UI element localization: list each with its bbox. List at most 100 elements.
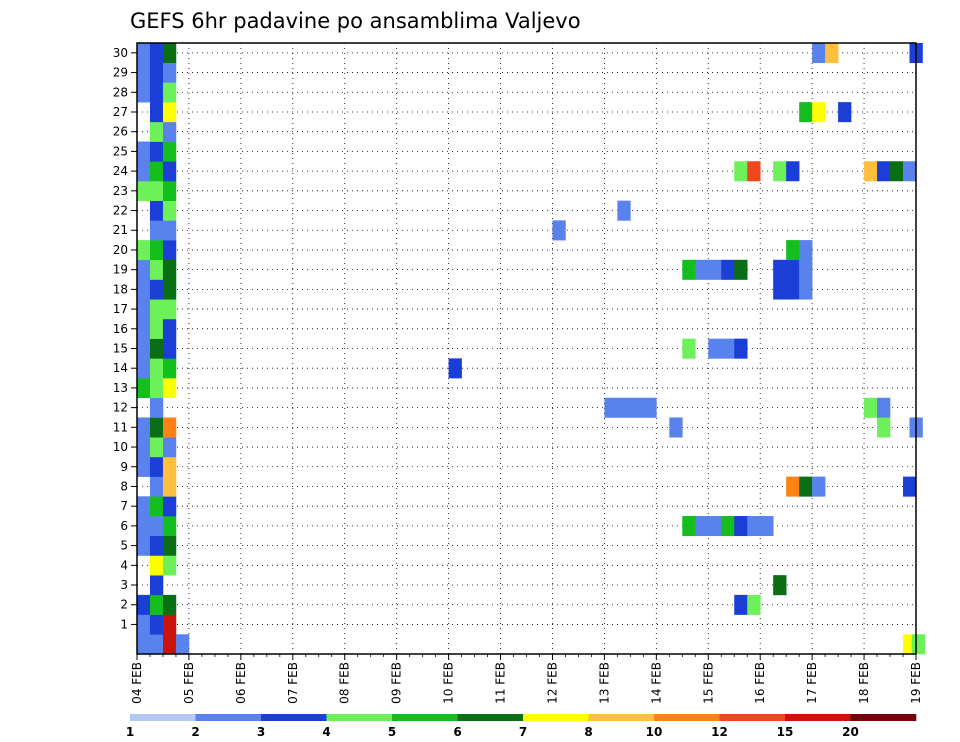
heatmap-cell [162, 378, 177, 399]
heatmap-cell [669, 417, 683, 438]
colorbar: 1 2 3 4 5 6 7 8 10 12 15 20 [126, 714, 917, 739]
heatmap-cell [643, 397, 657, 418]
heatmap-cell [721, 338, 735, 359]
heatmap-cell [137, 299, 151, 320]
colorbar-swatch [719, 714, 786, 721]
x-tick-label: 18 FEB [857, 662, 871, 704]
heatmap-cell [682, 338, 696, 359]
heatmap-cell [812, 476, 826, 497]
heatmap-cell [162, 456, 177, 477]
y-axis: 1234567891011121314151617181920212223242… [113, 46, 137, 631]
colorbar-swatch [457, 714, 524, 721]
heatmap-cell [695, 259, 709, 280]
heatmap-cell [877, 397, 891, 418]
heatmap-cell [734, 259, 748, 280]
x-tick-label: 04 FEB [130, 662, 144, 704]
heatmap-cell [137, 318, 151, 339]
y-tick-label: 10 [113, 440, 128, 454]
heatmap-cell [708, 516, 722, 537]
heatmap-cell [149, 397, 164, 418]
colorbar-label: 4 [322, 725, 330, 739]
heatmap-cell [149, 338, 164, 359]
heatmap-cell [799, 476, 813, 497]
colorbar-label: 10 [646, 725, 663, 739]
x-tick-label: 14 FEB [649, 662, 663, 704]
heatmap-cell [162, 161, 177, 182]
colorbar-swatch [785, 714, 851, 721]
heatmap-cell [734, 338, 748, 359]
heatmap-cell [911, 634, 925, 655]
colorbar-label: 20 [842, 725, 859, 739]
colorbar-label: 5 [388, 725, 396, 739]
x-tick-label: 11 FEB [494, 662, 508, 704]
heatmap-cell [162, 496, 177, 517]
heatmap-cell [734, 161, 748, 182]
y-tick-label: 17 [113, 302, 128, 316]
heatmap-cell [137, 338, 151, 359]
x-tick-label: 10 FEB [442, 662, 456, 704]
heatmap-cell [149, 220, 164, 241]
heatmap-cell [137, 240, 151, 261]
heatmap-cell [162, 338, 177, 359]
colorbar-swatch [523, 714, 589, 721]
y-tick-label: 15 [113, 342, 128, 356]
heatmap-cell [682, 516, 696, 537]
heatmap-cell [149, 102, 164, 123]
y-tick-label: 19 [113, 263, 128, 277]
colorbar-label: 15 [777, 725, 794, 739]
colorbar-swatch [392, 714, 458, 721]
heatmap-cell [137, 456, 151, 477]
heatmap-cell [812, 102, 826, 123]
y-tick-label: 16 [113, 322, 128, 336]
grid-lines [136, 43, 917, 654]
heatmap-cell [162, 634, 177, 655]
heatmap-cell [162, 240, 177, 261]
heatmap-cell [149, 555, 164, 576]
y-tick-label: 27 [113, 105, 128, 119]
heatmap-cell [137, 161, 151, 182]
heatmap-cell [137, 82, 151, 103]
heatmap-cell [903, 476, 917, 497]
heatmap-cell [773, 279, 787, 300]
y-tick-label: 6 [120, 519, 128, 533]
colorbar-label: 8 [584, 725, 592, 739]
heatmap-cell [149, 121, 164, 142]
colorbar-label: 12 [711, 725, 728, 739]
heatmap-cell [812, 43, 826, 64]
heatmap-cell [747, 594, 761, 615]
heatmap-cell [149, 299, 164, 320]
y-tick-label: 4 [120, 558, 128, 572]
heatmap-cell [149, 437, 164, 458]
heatmap-cell [877, 161, 891, 182]
heatmap-cell [137, 378, 151, 399]
heatmap-cell [162, 318, 177, 339]
heatmap-cell [708, 338, 722, 359]
heatmap-cell [162, 417, 177, 438]
heatmap-cell [799, 279, 813, 300]
colorbar-swatch [588, 714, 655, 721]
heatmap-cell [864, 397, 878, 418]
heatmap-cell [162, 121, 177, 142]
heatmap-cell [162, 279, 177, 300]
x-tick-label: 19 FEB [909, 662, 923, 704]
heatmap-cell [747, 516, 761, 537]
heatmap-cell [617, 397, 631, 418]
y-tick-label: 30 [113, 46, 128, 60]
heatmap-cell [149, 634, 164, 655]
chart-title: GEFS 6hr padavine po ansamblima Valjevo [130, 9, 581, 33]
heatmap-cell [149, 318, 164, 339]
heatmap-cell [149, 594, 164, 615]
heatmap-cell [137, 516, 151, 537]
heatmap-cell [162, 220, 177, 241]
heatmap-cell [149, 614, 164, 635]
heatmap-cell [149, 161, 164, 182]
heatmap-cell [149, 259, 164, 280]
heatmap-cell [721, 259, 735, 280]
heatmap-cell [149, 82, 164, 103]
heatmap-cell [760, 516, 774, 537]
heatmap-cell [162, 102, 177, 123]
heatmap-cell [786, 259, 800, 280]
colorbar-swatch [326, 714, 393, 721]
heatmap-cell [695, 516, 709, 537]
